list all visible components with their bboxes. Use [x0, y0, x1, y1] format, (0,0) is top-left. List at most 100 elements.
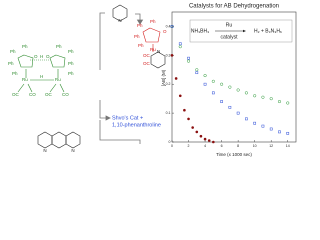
point — [286, 131, 290, 135]
point — [187, 117, 190, 121]
point — [203, 137, 207, 141]
atom-label: CO — [62, 92, 69, 97]
x-tick-label: 4 — [204, 144, 206, 148]
atom-label: Ru — [55, 77, 61, 82]
atom-label: O — [163, 29, 167, 34]
point — [220, 82, 224, 86]
atom-label: Ru — [150, 47, 156, 52]
inset-catalyst: catalyst — [221, 34, 239, 40]
atom-label: Ph — [138, 43, 144, 48]
point — [253, 121, 257, 125]
atom-label: Ph — [150, 19, 156, 24]
atom-label: N — [71, 148, 74, 153]
phenanthroline — [37, 131, 81, 149]
point — [178, 94, 182, 98]
x-axis-label: Time (x 1000 sec) — [216, 152, 252, 157]
x-tick-label: 14 — [286, 144, 290, 148]
atom-label: N — [43, 148, 46, 153]
shvo-structure — [17, 54, 66, 93]
atom-label: Ph — [137, 23, 143, 28]
atom-label: O — [34, 54, 38, 59]
point — [244, 91, 248, 95]
point — [191, 126, 194, 129]
point — [228, 85, 232, 89]
point — [203, 82, 207, 86]
point — [277, 100, 282, 104]
y-tick-label: 0.2 — [166, 82, 171, 86]
point — [228, 105, 232, 109]
point — [278, 130, 281, 134]
inset-catalyst: Ru — [226, 22, 233, 28]
x-tick-label: 6 — [221, 144, 223, 148]
point — [195, 130, 199, 134]
point — [195, 68, 199, 72]
plot: 0 0.1 0.2 0.3 0.4 0 2 4 6 8 10 12 14 — [166, 24, 290, 148]
inset-arrowhead — [243, 29, 246, 33]
point — [253, 94, 257, 98]
x-tick-label: 12 — [269, 144, 273, 148]
y-tick-label: 0 — [169, 140, 171, 144]
point — [174, 77, 178, 80]
x-tick-label: 10 — [253, 144, 257, 148]
atom-label: N — [157, 49, 160, 54]
caption: Shvo's Cat + — [112, 115, 143, 121]
point — [187, 56, 190, 60]
point — [261, 95, 265, 99]
atom-label: Ph — [68, 49, 74, 54]
point — [236, 111, 240, 115]
point — [195, 71, 199, 75]
chart-title: Catalysts for AB Dehydrogenation — [189, 4, 279, 10]
atom-label: H — [40, 74, 43, 79]
atom-label: Ru — [22, 77, 28, 82]
x-tick-label: 8 — [237, 144, 239, 148]
atom-label: OC — [143, 53, 151, 58]
point — [178, 42, 182, 46]
inset-reactant: NH₃BH₃ — [191, 28, 209, 34]
atom-label: OC — [143, 61, 151, 66]
atom-label: N — [118, 18, 121, 23]
x-tick-label: 0 — [171, 144, 173, 148]
pyridine — [112, 4, 128, 22]
point — [183, 108, 186, 112]
point — [211, 79, 215, 83]
atom-label: Ph — [134, 34, 140, 39]
atom-label: OC — [45, 92, 53, 97]
atom-label: Ph — [68, 61, 74, 66]
atom-label: CO — [29, 92, 36, 97]
graphic: N Ph Ph Ph Ph O Ru OC OC N Ph Ph Ph O H … — [8, 4, 297, 157]
atom-label: OC — [12, 92, 20, 97]
point — [199, 134, 203, 138]
point — [245, 117, 248, 121]
point — [207, 139, 211, 142]
point — [269, 97, 273, 101]
point — [178, 45, 182, 49]
plot-frame — [171, 11, 297, 143]
point — [203, 74, 207, 78]
y-tick-label: 0.4 — [166, 24, 171, 28]
atom-label: Ph — [22, 44, 28, 49]
y-tick-label: 0.1 — [166, 111, 171, 115]
atom-label: Ph — [68, 71, 74, 76]
point — [170, 25, 174, 28]
arrows — [99, 12, 144, 144]
atom-label: Ph — [10, 49, 16, 54]
point — [186, 59, 191, 63]
point — [261, 124, 265, 128]
caption: 1,10-phenanthroline — [112, 122, 161, 128]
product-structure — [142, 27, 166, 69]
point — [170, 54, 174, 57]
point — [236, 88, 240, 92]
inset-products: H₂ + B₃N₃H₆ — [254, 28, 282, 34]
atom-label: Ph — [56, 44, 62, 49]
point — [220, 100, 223, 103]
x-tick-label: 2 — [188, 144, 190, 148]
point — [286, 101, 290, 105]
atom-label: Ph — [8, 61, 14, 66]
point — [269, 127, 273, 131]
point — [211, 91, 215, 95]
atom-label: O — [46, 54, 50, 59]
atom-label: Ph — [12, 71, 18, 76]
y-axis-label: [AB] (M) — [161, 69, 166, 86]
atom-label: H — [40, 54, 43, 59]
point — [212, 140, 215, 144]
